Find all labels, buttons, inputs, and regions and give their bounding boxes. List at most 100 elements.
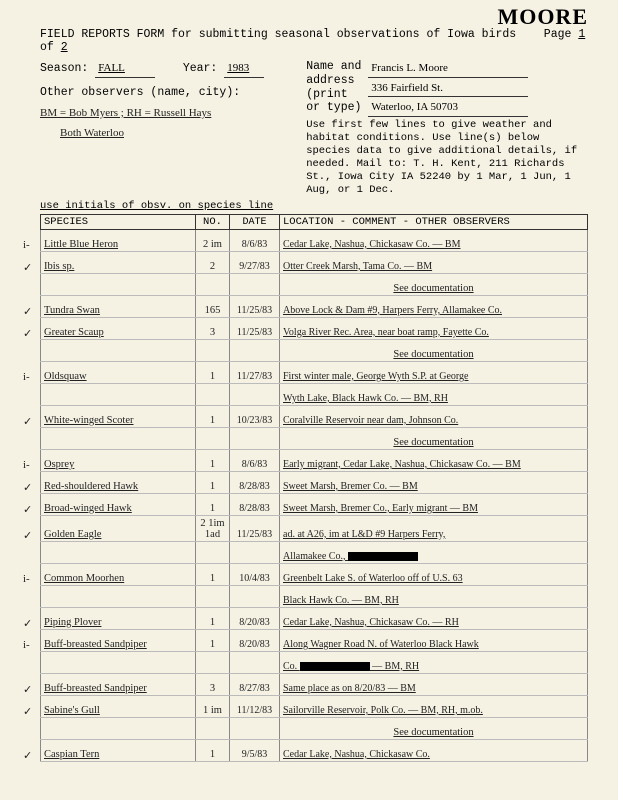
- redaction-bar: [348, 552, 418, 561]
- date-cell: 11/25/83: [230, 296, 280, 318]
- form-title: FIELD REPORTS FORM for submitting season…: [40, 28, 516, 41]
- checkmark: ✓: [23, 415, 32, 428]
- surname-annotation: MOORE: [497, 4, 588, 30]
- count-cell: [196, 542, 230, 564]
- location-cell: Sweet Marsh, Bremer Co., Early migrant —…: [280, 494, 588, 516]
- table-row: Co. — BM, RH: [41, 652, 588, 674]
- count-cell: 1: [196, 472, 230, 494]
- species-cell: i-Buff-breasted Sandpiper: [41, 630, 196, 652]
- col-date: DATE: [230, 215, 280, 230]
- date-cell: [230, 542, 280, 564]
- checkmark: ✓: [23, 261, 32, 274]
- date-cell: [230, 340, 280, 362]
- species-cell: ✓Tundra Swan: [41, 296, 196, 318]
- date-cell: 10/4/83: [230, 564, 280, 586]
- checkmark: ✓: [23, 481, 32, 494]
- table-header-row: SPECIES NO. DATE LOCATION - COMMENT - OT…: [41, 215, 588, 230]
- location-cell: Along Wagner Road N. of Waterloo Black H…: [280, 630, 588, 652]
- other-observers-line1: BM = Bob Myers ; RH = Russell Hays: [40, 105, 296, 122]
- species-cell: [41, 586, 196, 608]
- date-cell: [230, 586, 280, 608]
- table-row: See documentation: [41, 340, 588, 362]
- date-cell: 11/27/83: [230, 362, 280, 384]
- checkmark: ✓: [23, 327, 32, 340]
- table-row: ✓Caspian Tern19/5/83Cedar Lake, Nashua, …: [41, 740, 588, 762]
- count-cell: 165: [196, 296, 230, 318]
- count-cell: 1: [196, 450, 230, 472]
- other-observers-line2: Both Waterloo: [60, 125, 296, 142]
- species-cell: ✓White-winged Scoter: [41, 406, 196, 428]
- date-cell: [230, 274, 280, 296]
- table-row: See documentation: [41, 718, 588, 740]
- location-cell: Allamakee Co.,: [280, 542, 588, 564]
- species-cell: [41, 542, 196, 564]
- count-cell: 1: [196, 494, 230, 516]
- count-cell: [196, 718, 230, 740]
- table-row: ✓Sabine's Gull1 im11/12/83Sailorville Re…: [41, 696, 588, 718]
- date-cell: [230, 384, 280, 406]
- checkmark: i-: [23, 239, 30, 251]
- count-cell: 3: [196, 674, 230, 696]
- table-row: Black Hawk Co. — BM, RH: [41, 586, 588, 608]
- checkmark: ✓: [23, 617, 32, 630]
- count-cell: [196, 340, 230, 362]
- checkmark: i-: [23, 459, 30, 471]
- date-cell: [230, 428, 280, 450]
- species-cell: [41, 384, 196, 406]
- observer-address1: 336 Fairfield St.: [368, 80, 528, 98]
- col-location: LOCATION - COMMENT - OTHER OBSERVERS: [280, 215, 588, 230]
- date-cell: 8/20/83: [230, 630, 280, 652]
- date-cell: 11/25/83: [230, 318, 280, 340]
- checkmark: ✓: [23, 705, 32, 718]
- date-cell: [230, 718, 280, 740]
- count-cell: 1: [196, 406, 230, 428]
- species-cell: ✓Piping Plover: [41, 608, 196, 630]
- date-cell: 9/5/83: [230, 740, 280, 762]
- season-row: Season: FALL Year: 1983: [40, 60, 296, 78]
- location-cell: First winter male, George Wyth S.P. at G…: [280, 362, 588, 384]
- species-cell: [41, 428, 196, 450]
- species-cell: ✓Golden Eagle: [41, 516, 196, 542]
- count-cell: 2: [196, 252, 230, 274]
- location-cell: Sailorville Reservoir, Polk Co. — BM, RH…: [280, 696, 588, 718]
- count-cell: [196, 652, 230, 674]
- form-title-row: FIELD REPORTS FORM for submitting season…: [40, 28, 588, 54]
- location-cell: See documentation: [280, 274, 588, 296]
- date-cell: 11/12/83: [230, 696, 280, 718]
- table-row: i-Oldsquaw111/27/83First winter male, Ge…: [41, 362, 588, 384]
- count-cell: 3: [196, 318, 230, 340]
- species-cell: ✓Greater Scaup: [41, 318, 196, 340]
- table-row: ✓Broad-winged Hawk18/28/83Sweet Marsh, B…: [41, 494, 588, 516]
- count-cell: 1: [196, 362, 230, 384]
- species-cell: [41, 652, 196, 674]
- species-cell: ✓Red-shouldered Hawk: [41, 472, 196, 494]
- count-cell: 1: [196, 630, 230, 652]
- table-row: ✓Piping Plover18/20/83Cedar Lake, Nashua…: [41, 608, 588, 630]
- count-cell: [196, 384, 230, 406]
- date-cell: 9/27/83: [230, 252, 280, 274]
- name-address-label: Name and address (print or type): [306, 60, 366, 115]
- species-cell: i-Oldsquaw: [41, 362, 196, 384]
- count-cell: 2 im: [196, 230, 230, 252]
- date-cell: 8/27/83: [230, 674, 280, 696]
- table-row: ✓Ibis sp.29/27/83Otter Creek Marsh, Tama…: [41, 252, 588, 274]
- checkmark: ✓: [23, 529, 32, 542]
- location-cell: Same place as on 8/20/83 — BM: [280, 674, 588, 696]
- species-cell: ✓Sabine's Gull: [41, 696, 196, 718]
- location-cell: See documentation: [280, 718, 588, 740]
- count-cell: 1: [196, 564, 230, 586]
- location-cell: Black Hawk Co. — BM, RH: [280, 586, 588, 608]
- location-cell: Greenbelt Lake S. of Waterloo off of U.S…: [280, 564, 588, 586]
- table-row: ✓Golden Eagle2 1im 1ad11/25/83ad. at A26…: [41, 516, 588, 542]
- date-cell: 8/28/83: [230, 472, 280, 494]
- observer-address2: Waterloo, IA 50703: [368, 99, 528, 117]
- checkmark: ✓: [23, 503, 32, 516]
- location-cell: Sweet Marsh, Bremer Co. — BM: [280, 472, 588, 494]
- redaction-bar: [300, 662, 370, 671]
- species-cell: [41, 718, 196, 740]
- date-cell: 8/6/83: [230, 450, 280, 472]
- checkmark: i-: [23, 573, 30, 585]
- location-cell: Coralville Reservoir near dam, Johnson C…: [280, 406, 588, 428]
- checkmark: i-: [23, 371, 30, 383]
- table-row: Allamakee Co.,: [41, 542, 588, 564]
